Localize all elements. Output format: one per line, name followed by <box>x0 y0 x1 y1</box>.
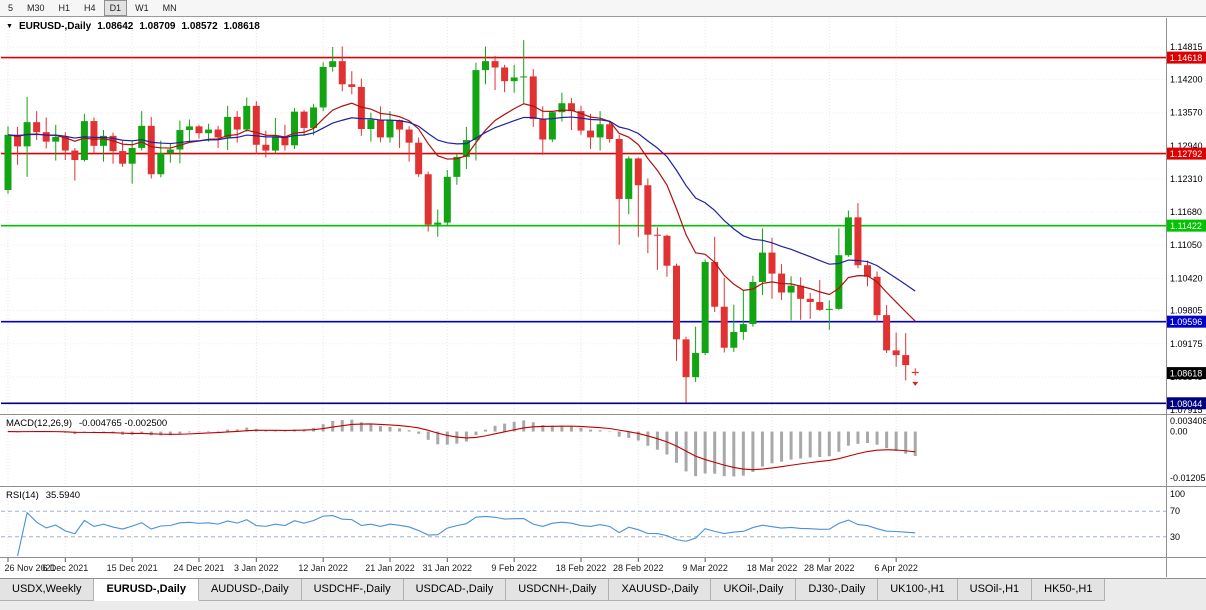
svg-text:0.003408: 0.003408 <box>1170 416 1206 426</box>
svg-text:1.12940: 1.12940 <box>1170 141 1203 151</box>
chart-tab-usdcnh-daily[interactable]: USDCNH-,Daily <box>506 579 610 601</box>
rsi-name: RSI(14) <box>6 490 39 501</box>
chart-tab-dj30-daily[interactable]: DJ30-,Daily <box>796 579 879 601</box>
chart-title: ▼ EURUSD-,Daily 1.08642 1.08709 1.08572 … <box>6 21 260 32</box>
rsi-indicator-label: RSI(14) 35.5940 <box>6 490 80 501</box>
ohlc-low: 1.08572 <box>181 21 218 32</box>
svg-text:1.08618: 1.08618 <box>1170 369 1203 379</box>
svg-text:-0.01205: -0.01205 <box>1170 473 1206 483</box>
svg-text:1.12310: 1.12310 <box>1170 174 1203 184</box>
ohlc-high: 1.08709 <box>139 21 176 32</box>
chart-symbol-period: EURUSD-,Daily <box>18 21 92 32</box>
svg-text:9 Feb 2022: 9 Feb 2022 <box>491 563 537 573</box>
svg-text:1.14815: 1.14815 <box>1170 42 1203 52</box>
svg-text:28 Mar 2022: 28 Mar 2022 <box>804 563 855 573</box>
svg-text:15 Dec 2021: 15 Dec 2021 <box>107 563 158 573</box>
ohlc-open: 1.08642 <box>97 21 134 32</box>
chart-tab-eurusd-daily[interactable]: EURUSD-,Daily <box>94 579 199 601</box>
svg-text:70: 70 <box>1170 506 1180 516</box>
svg-text:1.14200: 1.14200 <box>1170 75 1203 85</box>
timeframe-button-w1[interactable]: W1 <box>135 3 149 13</box>
chart-tab-hk50-h1[interactable]: HK50-,H1 <box>1032 579 1106 601</box>
svg-text:1.07915: 1.07915 <box>1170 405 1203 415</box>
svg-text:1.11050: 1.11050 <box>1170 240 1202 250</box>
svg-text:1.13570: 1.13570 <box>1170 108 1203 118</box>
svg-text:31 Jan 2022: 31 Jan 2022 <box>423 563 473 573</box>
svg-text:12 Jan 2022: 12 Jan 2022 <box>298 563 348 573</box>
svg-text:1.14618: 1.14618 <box>1170 53 1203 63</box>
svg-text:6 Apr 2022: 6 Apr 2022 <box>874 563 918 573</box>
svg-text:1.11422: 1.11422 <box>1170 221 1202 231</box>
timeframe-toolbar: 5 M30 H1 H4 D1 W1 MN <box>0 0 1206 17</box>
chart-tab-usdcad-daily[interactable]: USDCAD-,Daily <box>403 579 507 601</box>
timeframe-button-h1[interactable]: H1 <box>58 3 71 13</box>
svg-text:0.00: 0.00 <box>1170 427 1188 437</box>
chart-tab-xauusd-daily[interactable]: XAUUSD-,Daily <box>609 579 712 601</box>
chart-tab-audusd-daily[interactable]: AUDUSD-,Daily <box>198 579 302 601</box>
timeframe-button-h4[interactable]: H4 <box>84 3 96 13</box>
svg-text:1.09596: 1.09596 <box>1170 317 1203 327</box>
macd-indicator-label: MACD(12,26,9) -0.004765 -0.002500 <box>6 418 167 429</box>
chart-tab-usdx-weekly[interactable]: USDX,Weekly <box>0 579 95 601</box>
svg-text:24 Dec 2021: 24 Dec 2021 <box>173 563 224 573</box>
svg-text:1.11680: 1.11680 <box>1170 207 1202 217</box>
svg-text:1.12792: 1.12792 <box>1170 149 1203 159</box>
timeframe-button-d1[interactable]: D1 <box>103 0 128 16</box>
chart-tab-bar: USDX,Weekly EURUSD-,Daily AUDUSD-,Daily USD… <box>0 578 1206 610</box>
svg-text:28 Feb 2022: 28 Feb 2022 <box>613 563 664 573</box>
timeframe-button-mn[interactable]: MN <box>162 3 177 13</box>
chart-tab-usoil-h1[interactable]: USOil-,H1 <box>957 579 1033 601</box>
macd-name: MACD(12,26,9) <box>6 418 72 429</box>
svg-text:21 Jan 2022: 21 Jan 2022 <box>365 563 415 573</box>
ohlc-close: 1.08618 <box>223 21 260 32</box>
svg-text:1.08044: 1.08044 <box>1170 399 1203 409</box>
svg-text:1.09175: 1.09175 <box>1170 339 1203 349</box>
chart-tab-uk100-h1[interactable]: UK100-,H1 <box>878 579 958 601</box>
svg-text:18 Feb 2022: 18 Feb 2022 <box>556 563 607 573</box>
svg-text:100: 100 <box>1170 489 1185 499</box>
svg-text:1.09805: 1.09805 <box>1170 306 1203 316</box>
chart-tab-usdchf-daily[interactable]: USDCHF-,Daily <box>301 579 404 601</box>
collapse-chart-icon[interactable]: ▼ <box>6 23 13 30</box>
svg-text:3 Jan 2022: 3 Jan 2022 <box>234 563 279 573</box>
svg-text:6 Dec 2021: 6 Dec 2021 <box>42 563 88 573</box>
timeframe-button-m30[interactable]: M30 <box>27 3 45 13</box>
chart-tab-ukoil-daily[interactable]: UKOil-,Daily <box>711 579 797 601</box>
svg-text:9 Mar 2022: 9 Mar 2022 <box>682 563 728 573</box>
rsi-value: 35.5940 <box>45 490 81 501</box>
svg-text:30: 30 <box>1170 532 1180 542</box>
svg-text:26 Nov 2021: 26 Nov 2021 <box>4 563 55 573</box>
svg-text:1.10420: 1.10420 <box>1170 273 1203 283</box>
macd-values: -0.004765 -0.002500 <box>79 418 168 429</box>
timeframe-button-5[interactable]: 5 <box>8 3 14 13</box>
svg-text:18 Mar 2022: 18 Mar 2022 <box>747 563 798 573</box>
